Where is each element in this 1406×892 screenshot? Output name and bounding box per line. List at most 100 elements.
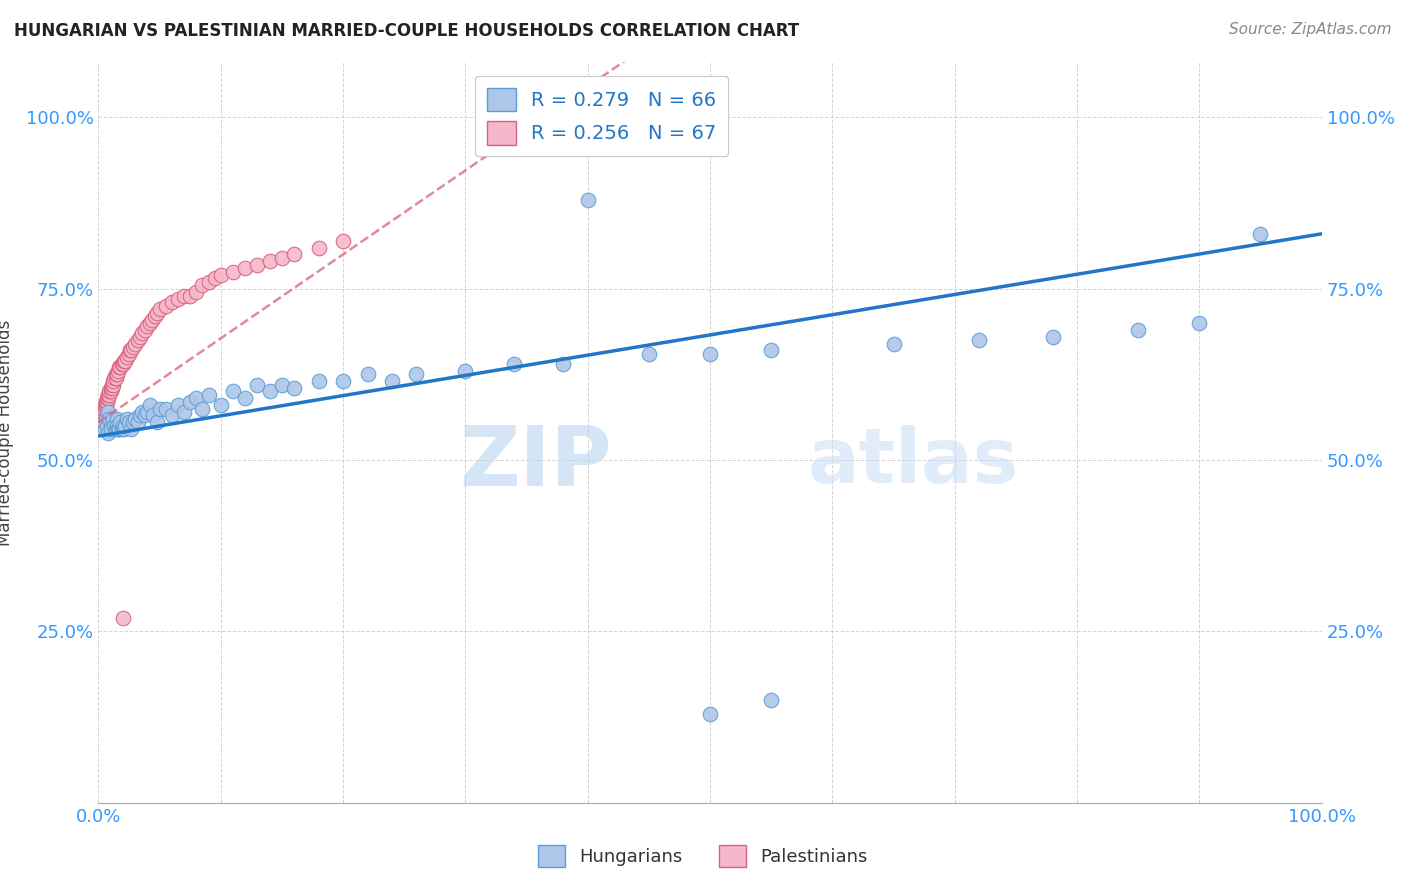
- Point: [146, 415, 169, 429]
- Point: [103, 371, 125, 385]
- Point: [111, 418, 134, 433]
- Point: [111, 357, 134, 371]
- Point: [246, 377, 269, 392]
- Point: [107, 364, 129, 378]
- Point: [149, 302, 172, 317]
- Point: [97, 392, 120, 406]
- Point: [134, 323, 156, 337]
- Point: [143, 309, 166, 323]
- Point: [699, 706, 721, 721]
- Point: [100, 418, 122, 433]
- Point: [101, 374, 124, 388]
- Point: [233, 392, 256, 406]
- Point: [120, 422, 142, 436]
- Point: [283, 247, 305, 261]
- Point: [381, 374, 404, 388]
- Point: [131, 405, 153, 419]
- Y-axis label: Married-couple Households: Married-couple Households: [0, 319, 14, 546]
- Point: [111, 422, 134, 436]
- Point: [146, 306, 169, 320]
- Point: [118, 415, 141, 429]
- Point: [93, 401, 115, 416]
- Point: [94, 394, 117, 409]
- Point: [270, 377, 294, 392]
- Point: [127, 415, 149, 429]
- Point: [246, 258, 269, 272]
- Point: [142, 409, 165, 423]
- Point: [160, 295, 183, 310]
- Point: [136, 319, 159, 334]
- Point: [131, 326, 153, 341]
- Point: [191, 401, 214, 416]
- Point: [90, 412, 112, 426]
- Point: [129, 409, 152, 423]
- Point: [120, 343, 142, 358]
- Point: [104, 371, 127, 385]
- Point: [105, 418, 128, 433]
- Point: [127, 333, 149, 347]
- Point: [121, 340, 143, 354]
- Point: [967, 333, 990, 347]
- Point: [283, 381, 305, 395]
- Point: [97, 425, 120, 440]
- Point: [110, 360, 132, 375]
- Point: [121, 415, 143, 429]
- Point: [124, 412, 146, 426]
- Legend: Hungarians, Palestinians: Hungarians, Palestinians: [531, 838, 875, 874]
- Legend: R = 0.279   N = 66, R = 0.256   N = 67: R = 0.279 N = 66, R = 0.256 N = 67: [475, 76, 728, 156]
- Point: [104, 368, 127, 382]
- Point: [1188, 316, 1211, 330]
- Point: [105, 368, 128, 382]
- Point: [209, 268, 232, 282]
- Point: [139, 398, 162, 412]
- Point: [576, 193, 599, 207]
- Point: [114, 418, 136, 433]
- Point: [356, 368, 378, 382]
- Point: [149, 401, 172, 416]
- Point: [405, 368, 427, 382]
- Point: [98, 384, 121, 399]
- Point: [100, 384, 122, 399]
- Point: [259, 384, 281, 399]
- Point: [222, 384, 245, 399]
- Point: [105, 412, 128, 426]
- Point: [91, 401, 114, 416]
- Point: [1249, 227, 1271, 241]
- Point: [197, 388, 219, 402]
- Point: [1128, 323, 1150, 337]
- Point: [124, 336, 146, 351]
- Point: [222, 264, 245, 278]
- Point: [141, 312, 163, 326]
- Point: [98, 412, 121, 426]
- Point: [98, 388, 121, 402]
- Point: [186, 285, 208, 299]
- Point: [100, 422, 122, 436]
- Point: [96, 418, 118, 433]
- Point: [91, 405, 114, 419]
- Point: [503, 357, 526, 371]
- Point: [94, 398, 117, 412]
- Point: [167, 398, 190, 412]
- Point: [107, 422, 129, 436]
- Point: [209, 398, 232, 412]
- Point: [139, 316, 162, 330]
- Point: [186, 392, 208, 406]
- Point: [160, 409, 183, 423]
- Point: [332, 374, 354, 388]
- Point: [120, 343, 142, 358]
- Point: [233, 261, 256, 276]
- Point: [104, 422, 127, 436]
- Point: [699, 347, 721, 361]
- Point: [1042, 329, 1064, 343]
- Point: [101, 377, 124, 392]
- Point: [129, 329, 152, 343]
- Point: [91, 405, 114, 419]
- Text: ZIP: ZIP: [460, 422, 612, 503]
- Point: [96, 394, 118, 409]
- Point: [155, 299, 177, 313]
- Text: Source: ZipAtlas.com: Source: ZipAtlas.com: [1229, 22, 1392, 37]
- Point: [112, 353, 135, 368]
- Point: [259, 254, 281, 268]
- Point: [93, 398, 115, 412]
- Point: [111, 357, 134, 371]
